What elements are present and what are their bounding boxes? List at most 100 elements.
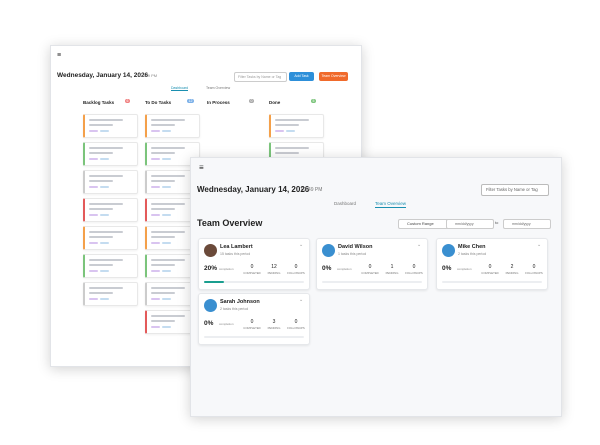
task-line: [151, 124, 175, 126]
expand-icon[interactable]: ⌄: [299, 242, 304, 248]
task-line: [89, 175, 123, 177]
completion-label: completion: [457, 267, 472, 271]
time: 02:49 PM: [301, 187, 323, 193]
member-subtitle: 15 tasks this period: [220, 252, 251, 256]
stat-label: FOLLOWUPS: [405, 271, 423, 275]
column-name: In Process: [207, 100, 230, 105]
stat-value: 1: [390, 264, 394, 270]
date-from[interactable]: mm/dd/yyyy: [446, 219, 494, 229]
member-name: David Wilson: [338, 244, 373, 250]
time: 02:49 PM: [140, 73, 158, 78]
stat-label: COMPLETED: [243, 271, 261, 275]
task-tag: [151, 326, 160, 328]
filter-input[interactable]: Filter Tasks by Name or Tag: [234, 72, 287, 82]
stat-value: 0: [250, 264, 254, 270]
stat-label: COMPLETED: [361, 271, 379, 275]
avatar: [204, 244, 217, 257]
completion-label: completion: [337, 267, 352, 271]
stat-value: 0: [368, 264, 372, 270]
task-line: [89, 287, 123, 289]
completion: 0%: [442, 265, 452, 272]
column-count: 12: [187, 99, 194, 103]
stat-value: 2: [510, 264, 514, 270]
title: Wednesday, January 14, 2026: [197, 185, 310, 194]
team-button[interactable]: Team Overview: [319, 72, 348, 81]
task-tag: [162, 186, 171, 188]
member-name: Lea Lambert: [220, 244, 253, 250]
task-line: [89, 259, 123, 261]
range-select[interactable]: Custom Range: [398, 219, 450, 229]
member-card: Lea Lambert 15 tasks this period ⌄ 20% compl…: [198, 238, 310, 290]
stat-value: 0: [532, 264, 536, 270]
stat-label: PENDING: [505, 271, 519, 275]
task-tag: [89, 158, 98, 160]
task-card: [83, 254, 138, 278]
task-line: [151, 175, 185, 177]
member-subtitle: 2 tasks this period: [220, 307, 249, 311]
avatar: [322, 244, 335, 257]
task-tag: [151, 158, 160, 160]
task-line: [151, 315, 185, 317]
heading: Team Overview: [197, 218, 263, 228]
member-card: Mike Chen 2 tasks this period ⌄ 0% completio…: [436, 238, 548, 290]
task-tag: [151, 186, 160, 188]
completion: 0%: [322, 265, 332, 272]
task-card: [83, 282, 138, 306]
front-window: ≡ Wednesday, January 14, 2026 02:49 PM F…: [190, 157, 562, 417]
member-card: Sarah Johnson 2 tasks this period ⌄ 0% compl…: [198, 293, 310, 345]
task-line: [89, 152, 113, 154]
tab[interactable]: Dashboard: [334, 201, 357, 206]
task-tag: [100, 130, 109, 132]
expand-icon[interactable]: ⌄: [537, 242, 542, 248]
task-line: [275, 119, 309, 121]
task-tag: [162, 130, 171, 132]
stat-label: PENDING: [267, 326, 281, 330]
task-line: [151, 147, 185, 149]
task-line: [151, 320, 175, 322]
task-line: [89, 147, 123, 149]
task-card: [83, 198, 138, 222]
task-tag: [100, 214, 109, 216]
filter-input[interactable]: Filter Tasks by Name or Tag: [481, 184, 549, 196]
tab[interactable]: Team Overview: [375, 201, 407, 208]
tab[interactable]: Team Overview: [206, 86, 231, 90]
task-line: [151, 203, 185, 205]
task-card: [83, 142, 138, 166]
completion: 0%: [204, 320, 214, 327]
task-line: [151, 287, 185, 289]
task-tag: [162, 270, 171, 272]
expand-icon[interactable]: ⌄: [417, 242, 422, 248]
task-line: [89, 119, 123, 121]
task-card: [145, 114, 200, 138]
expand-icon[interactable]: ⌄: [299, 297, 304, 303]
task-line: [89, 208, 113, 210]
task-line: [89, 124, 113, 126]
member-name: Sarah Johnson: [220, 299, 260, 305]
task-tag: [100, 270, 109, 272]
menu-icon[interactable]: ≡: [199, 163, 204, 172]
date-to[interactable]: mm/dd/yyyy: [503, 219, 551, 229]
task-tag: [89, 214, 98, 216]
stat-value: 12: [271, 264, 277, 270]
tab[interactable]: Dashboard: [171, 86, 189, 91]
task-tag: [89, 242, 98, 244]
task-line: [89, 236, 113, 238]
task-tag: [89, 186, 98, 188]
stat-value: 0: [294, 319, 298, 325]
stat-value: 0: [250, 319, 254, 325]
member-card: David Wilson 1 tasks this period ⌄ 0% comple…: [316, 238, 428, 290]
add-task-button[interactable]: Add Task: [289, 72, 314, 81]
progress-track: [442, 281, 542, 283]
task-card: [83, 114, 138, 138]
task-tag: [100, 158, 109, 160]
task-tag: [162, 242, 171, 244]
menu-icon[interactable]: ≡: [57, 52, 62, 59]
member-subtitle: 1 tasks this period: [338, 252, 367, 256]
task-line: [151, 231, 185, 233]
task-tag: [151, 214, 160, 216]
stat-label: FOLLOWUPS: [525, 271, 543, 275]
task-tag: [151, 298, 160, 300]
task-line: [151, 152, 175, 154]
task-line: [89, 180, 113, 182]
task-tag: [162, 158, 171, 160]
